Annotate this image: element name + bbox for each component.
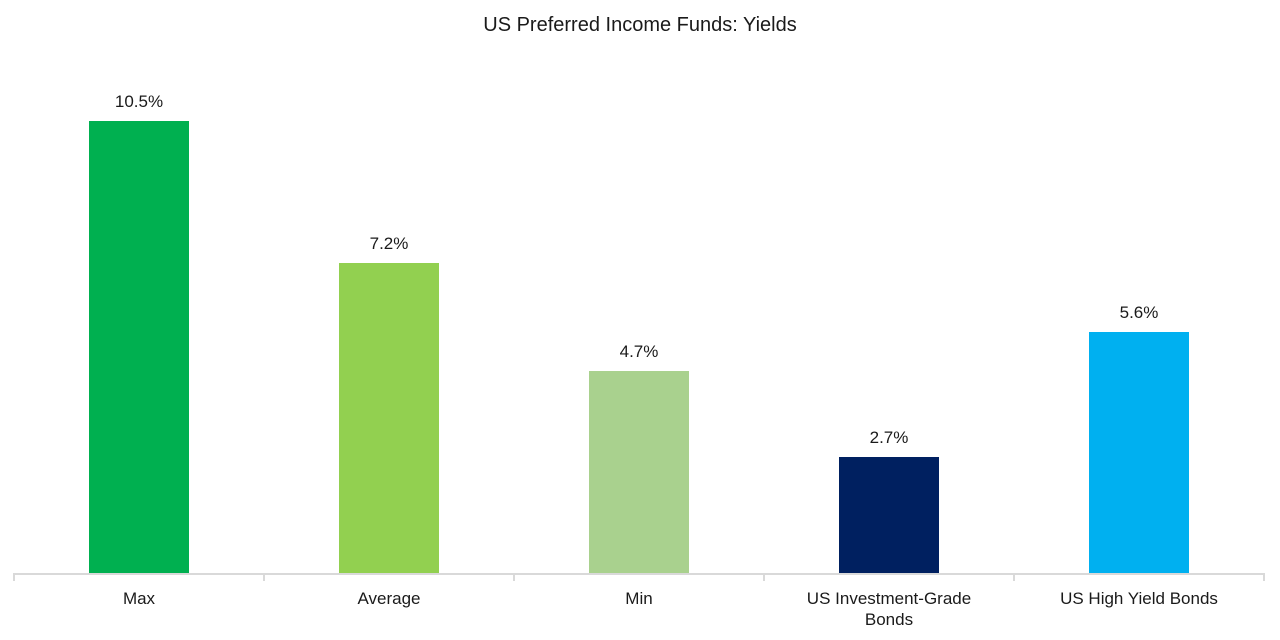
category-label: Max bbox=[122, 589, 156, 608]
data-label: 4.7% bbox=[619, 342, 659, 361]
data-label: 2.7% bbox=[869, 428, 909, 447]
category-label: Min bbox=[625, 589, 653, 608]
x-axis-tick bbox=[1263, 573, 1265, 581]
bar bbox=[839, 457, 939, 573]
category-label: Average bbox=[357, 589, 421, 608]
x-axis-line bbox=[14, 573, 1264, 575]
bar bbox=[339, 263, 439, 573]
x-axis-tick bbox=[1013, 573, 1015, 581]
bar bbox=[1089, 332, 1189, 573]
bar bbox=[589, 371, 689, 573]
data-label: 5.6% bbox=[1119, 303, 1159, 322]
data-label: 7.2% bbox=[369, 234, 409, 253]
x-axis-tick bbox=[763, 573, 765, 581]
bar bbox=[89, 121, 189, 573]
x-axis-tick bbox=[263, 573, 265, 581]
category-label: US Investment-Grade Bonds bbox=[806, 589, 972, 629]
chart-title: US Preferred Income Funds: Yields bbox=[483, 14, 797, 36]
x-axis-tick bbox=[513, 573, 515, 581]
x-axis-tick bbox=[13, 573, 15, 581]
category-label: US High Yield Bonds bbox=[1060, 589, 1218, 608]
data-label: 10.5% bbox=[114, 92, 164, 111]
